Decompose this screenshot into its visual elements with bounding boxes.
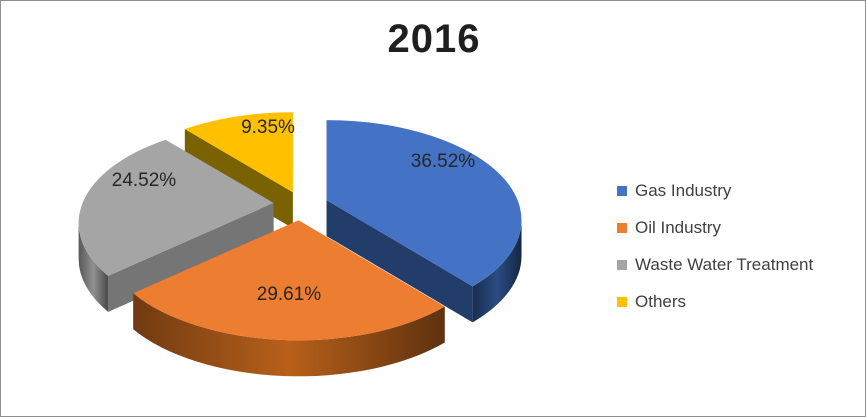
legend-marker-waste-water-treatment-icon	[617, 259, 627, 270]
legend-item-waste-water-treatment[interactable]: Waste Water Treatment	[617, 246, 813, 283]
pie-label-oil-industry: 29.61%	[257, 284, 322, 305]
pie-slice-waste-water-treatment-rim-wall	[78, 222, 109, 312]
pie-slice-waste-water-treatment[interactable]	[78, 139, 274, 276]
legend-marker-oil-industry-icon	[617, 222, 627, 233]
legend: Gas Industry Oil Industry Waste Water Tr…	[617, 172, 813, 320]
legend-marker-others-icon	[617, 296, 627, 307]
pie-slice-gas-industry-rim-wall	[472, 220, 522, 323]
pie-slice-oil-industry[interactable]	[133, 220, 445, 341]
pie-label-gas-industry: 36.52%	[411, 151, 476, 172]
legend-label-oil-industry: Oil Industry	[635, 217, 721, 237]
pie-label-others: 9.35%	[241, 117, 295, 138]
pie-label-waste-water-treatment: 24.52%	[112, 170, 177, 191]
legend-item-others[interactable]: Others	[617, 283, 813, 320]
legend-item-oil-industry[interactable]: Oil Industry	[617, 209, 813, 246]
legend-label-gas-industry: Gas Industry	[635, 180, 732, 200]
pie-slice-gas-industry[interactable]	[326, 120, 522, 287]
legend-marker-gas-industry-icon	[617, 185, 627, 196]
legend-item-gas-industry[interactable]: Gas Industry	[617, 172, 813, 209]
pie-slice-gas-industry-cut-face	[326, 200, 473, 323]
pie-slice-waste-water-treatment-cut-face	[108, 202, 274, 312]
pie-slice-others[interactable]	[184, 112, 293, 193]
legend-label-waste-water-treatment: Waste Water Treatment	[635, 254, 814, 274]
legend-label-others: Others	[635, 291, 687, 311]
pie-slice-oil-industry-rim-wall	[133, 293, 445, 377]
chart-title: 2016	[387, 17, 481, 61]
